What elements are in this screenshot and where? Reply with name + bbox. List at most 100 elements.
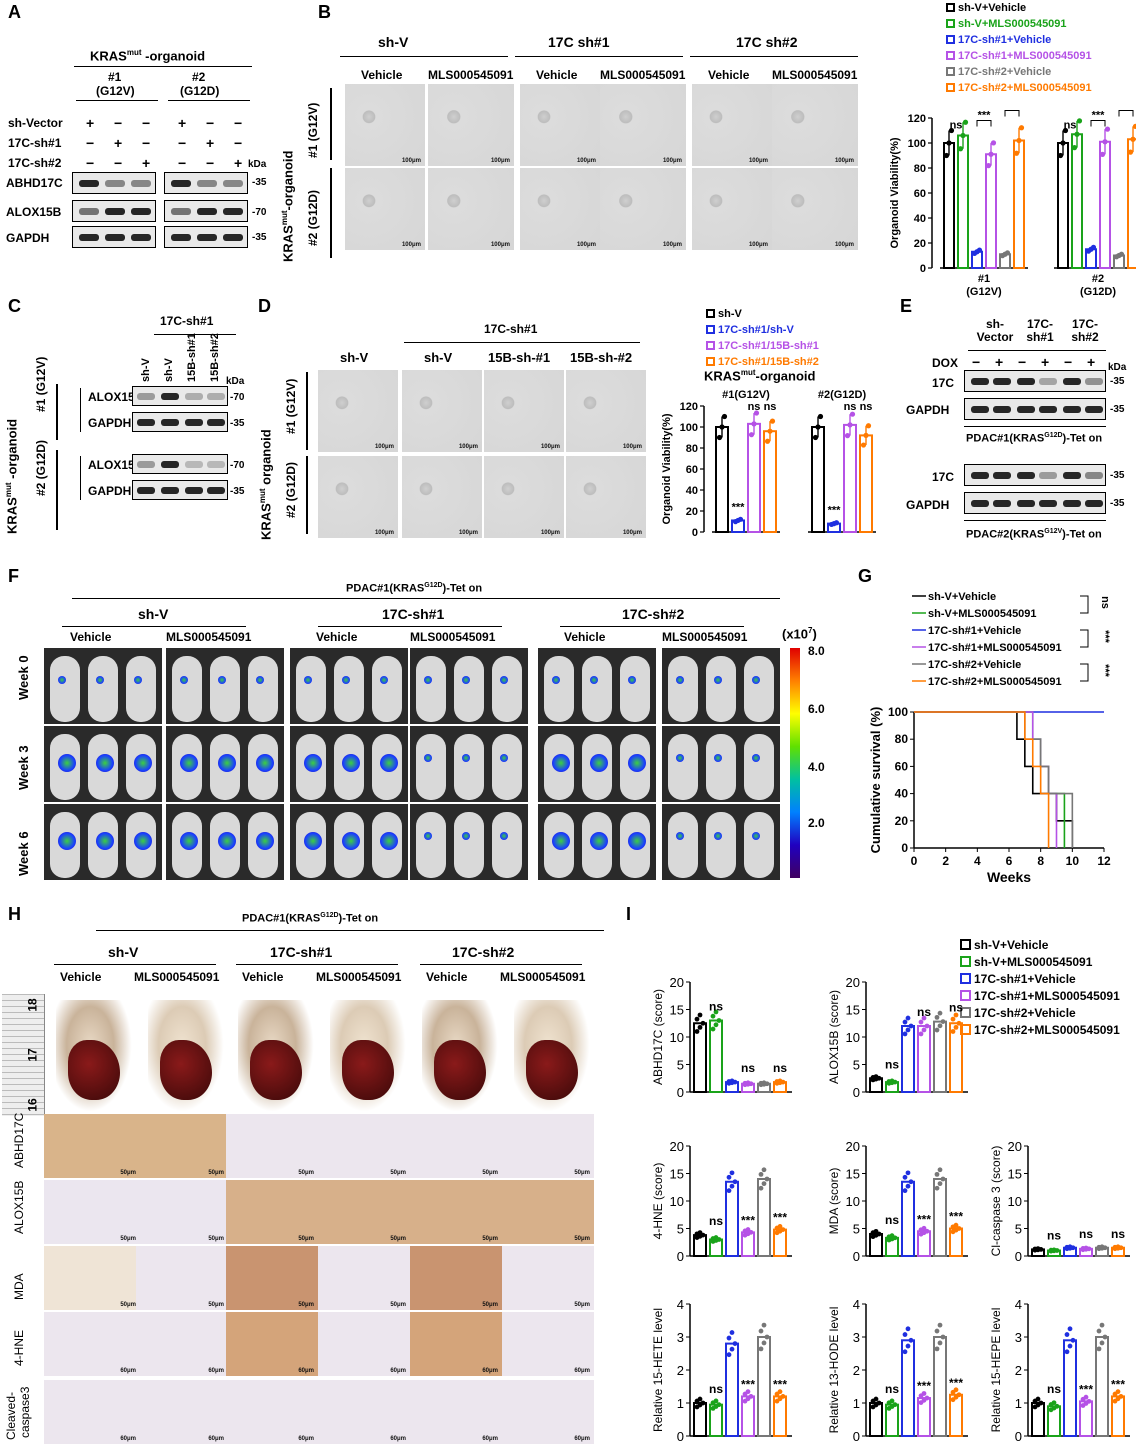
data-point (940, 1334, 946, 1340)
y-tick-label: 1 (853, 1396, 860, 1411)
bioluminescence-signal (304, 832, 322, 850)
scale-bar: 60μm (390, 1436, 406, 1442)
bioluminescence-signal (134, 832, 152, 850)
data-point (902, 1031, 908, 1037)
sig-label: *** (1092, 110, 1106, 122)
scale-bar: 100μm (490, 242, 510, 248)
data-point (729, 1346, 735, 1352)
legend-label: sh-V+Vehicle (974, 938, 1049, 952)
panel-i-chart: 0 1 2 3 4 Relative 13-HODE level ns *** *** (827, 1297, 968, 1444)
data-point (713, 1022, 719, 1028)
mouse (454, 812, 484, 878)
data-point (956, 1226, 962, 1231)
sig-label: *** (949, 1210, 963, 1224)
colorbar-tick-6: 6.0 (808, 702, 825, 716)
data-point (902, 1188, 908, 1194)
legend-d-item: sh-V (706, 308, 742, 320)
panel-e-mark: + (995, 354, 1004, 370)
bioluminescence-signal (134, 676, 142, 684)
bioluminescence-signal (424, 754, 432, 762)
panel-d-col-label: 15B-sh-#2 (570, 350, 633, 365)
data-point (905, 1027, 911, 1033)
data-point (1013, 150, 1020, 156)
panel-b-col-label: Vehicle (361, 68, 403, 82)
scale-bar: 50μm (120, 1302, 136, 1308)
panel-e-mw2: -35 (1110, 404, 1125, 415)
ihc-image: 50μm (318, 1246, 410, 1310)
panel-a-mw1: -35 (252, 177, 267, 188)
data-point (1083, 1394, 1089, 1400)
y-tick-label: 2 (677, 1363, 684, 1378)
panel-label-c: C (8, 296, 21, 316)
bioluminescence-signal (424, 676, 432, 684)
panel-a-blot-alox15b: ALOX15B (6, 205, 62, 219)
mouse (334, 656, 364, 722)
panel-f-group-sh2: 17C-sh#2 (622, 606, 685, 622)
panel-a-mw2: -70 (252, 207, 267, 218)
y-tick-label: 4 (1015, 1297, 1022, 1312)
data-point (1064, 1332, 1070, 1337)
sig-label: *** (732, 501, 746, 513)
panel-a-blot-abhd17c: ABHD17C (6, 176, 63, 190)
sig-label: ns (1079, 1227, 1093, 1241)
bioluminescence-signal (500, 676, 508, 684)
panel-e-col2: 17C- sh#1 (1026, 317, 1054, 344)
bioluminescence-signal (256, 676, 264, 684)
data-point (889, 1233, 895, 1239)
organoid-image: 100μm (566, 370, 646, 452)
panel-a-rowlabel: sh-Vector (8, 116, 63, 130)
panel-a-blot1-right (164, 172, 248, 194)
bioluminescence-signal (714, 832, 722, 840)
data-point (876, 1400, 882, 1406)
sig-label: *** (949, 1376, 963, 1390)
y-tick-label: 100 (680, 422, 698, 434)
panel-c-col-label: sh-V (163, 358, 175, 382)
bioluminescence-signal (752, 754, 760, 762)
data-point (700, 1020, 706, 1026)
data-point (1090, 244, 1097, 250)
data-point (1104, 126, 1111, 132)
bioluminescence-signal (752, 832, 760, 840)
data-point (729, 1183, 735, 1189)
legend-label: 17C-sh#1+Vehicle (958, 34, 1052, 46)
ihc-image: 50μm (136, 1114, 228, 1178)
legend-i-item: 17C-sh#1+MLS000545091 (960, 989, 1120, 1003)
bioluminescence-signal (180, 676, 188, 684)
panel-a-rowlabel: 17C-sh#2 (8, 156, 62, 170)
x-tick-label: #1 (978, 273, 990, 285)
data-point (697, 1024, 703, 1030)
y-tick-label: 5 (677, 1222, 684, 1237)
sig-label: *** (1099, 630, 1111, 644)
data-point (729, 1170, 735, 1176)
panel-d-chart: 0 20 40 60 80 100 120 Organoid Viability(%) #1(G… (661, 389, 876, 539)
data-point (1067, 1343, 1073, 1349)
legend-i-item: sh-V+Vehicle (960, 938, 1048, 952)
data-point (905, 1343, 911, 1349)
mouse (706, 734, 736, 800)
panel-e-mw4: -35 (1110, 498, 1125, 509)
panel-a-blot2-left (72, 200, 156, 222)
y-tick-label: 10 (1008, 1194, 1022, 1209)
data-point (990, 140, 997, 146)
ihc-image: 60μm (44, 1312, 140, 1376)
survival-curve (914, 711, 1050, 848)
bar (933, 1336, 947, 1437)
legend-swatch (946, 67, 955, 76)
bar (757, 1178, 771, 1257)
panel-a-mark: − (206, 115, 215, 131)
bioluminescence-signal (218, 832, 236, 850)
panel-b-col-label: Vehicle (708, 68, 750, 82)
panel-a-kda: kDa (248, 159, 267, 170)
scale-bar: 50μm (482, 1170, 498, 1176)
y-axis-label: Relative 15-HEPE level (989, 1308, 1003, 1433)
panel-f-group-sh1: 17C-sh#1 (382, 606, 445, 622)
data-point (892, 1402, 898, 1408)
legend-d-item: 17C-sh#1/15B-sh#2 (706, 356, 819, 368)
bioluminescence-signal (218, 754, 236, 772)
data-point (873, 1396, 879, 1402)
data-point (921, 1015, 927, 1021)
organoid-image: 100μm (520, 168, 600, 250)
x-tick-label: 0 (911, 854, 918, 868)
scale-bar: 100μm (748, 242, 768, 248)
sig-label: ns (860, 401, 873, 413)
